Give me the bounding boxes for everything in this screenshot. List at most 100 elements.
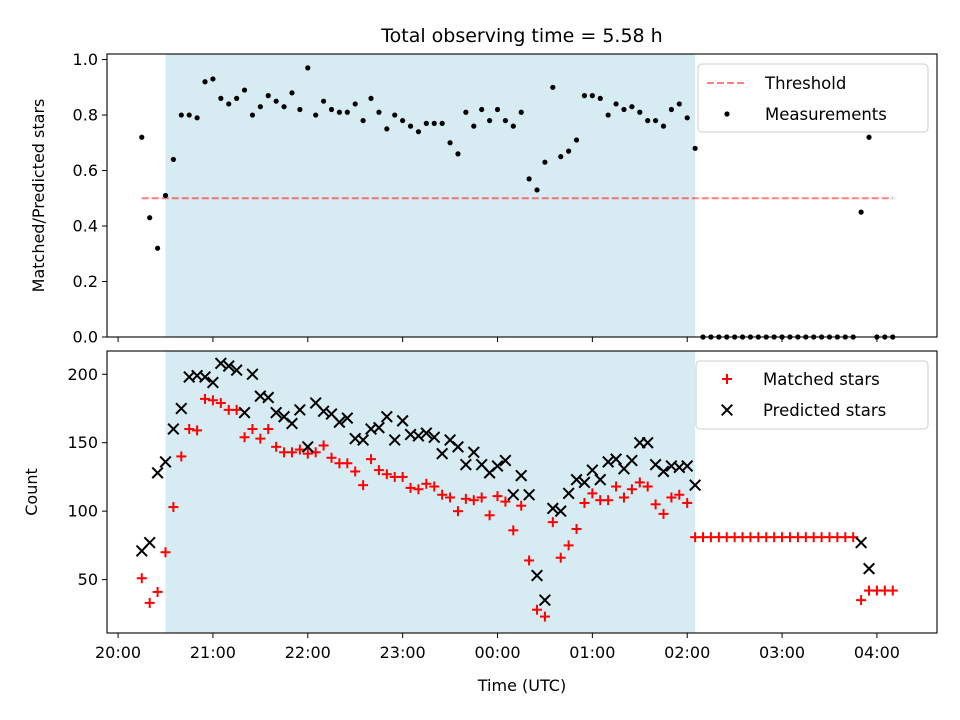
predicted-point [301,440,314,453]
predicted-point [388,433,401,446]
measurement-point [652,117,659,124]
x-marker-b [396,414,409,427]
matched-point [405,482,416,493]
matched-point [887,585,898,596]
x-tick-label: 04:00 [854,643,900,662]
predicted-point [586,464,599,477]
measurement-point [431,120,437,126]
measurement-point [518,109,524,115]
measurement-point [407,123,414,129]
x-tick-label: 21:00 [190,643,236,662]
predicted-point [562,487,575,500]
predicted-point [175,402,188,415]
measurement-point [154,245,161,251]
matched-point [184,424,195,435]
measurement-point [692,145,698,151]
matched-point [200,393,211,404]
bottom-y-axis-label: Count [22,468,41,516]
measurement-point [645,117,651,124]
measurement-point [392,112,398,118]
x-tick-label: 02:00 [664,643,710,662]
measurement-point [613,101,619,107]
predicted-point [863,562,876,575]
predicted-point [159,455,172,468]
matched-point [207,395,218,406]
predicted-point [420,427,433,440]
predicted-point [531,569,544,582]
matched-point [302,448,313,459]
x-marker-b [570,473,583,486]
measurement-point [463,109,469,115]
y-tick-label: 0.2 [73,272,98,291]
matched-point [350,466,361,477]
legend-label-measurements: Measurements [765,105,887,124]
x-marker-b [293,403,306,416]
predicted-point [341,412,354,425]
predicted-point [167,423,180,436]
x-marker-b [412,429,425,442]
matched-stars-series [136,393,898,622]
bottom-highlight-span [165,351,696,633]
x-marker-b [586,464,599,477]
x-marker-b [199,371,212,384]
x-marker-b [649,458,662,471]
x-tick-label: 23:00 [380,643,426,662]
x-marker-b [206,376,219,389]
predicted-point [262,391,275,404]
matched-point [611,481,622,492]
matched-point [176,451,187,462]
x-marker-b [444,433,457,446]
matched-point [484,510,495,521]
bottom-axes-frame [106,350,938,634]
predicted-point [855,536,868,549]
predicted-point [602,455,615,468]
x-marker-b [491,459,504,472]
measurement-point [447,140,453,146]
matched-point [563,540,574,551]
measurement-point [581,93,588,99]
x-marker-b [420,427,433,440]
predicted-point [689,479,702,492]
measurement-point [455,151,461,157]
predicted-point [451,440,464,453]
measurement-point [320,98,327,104]
predicted-point [222,360,235,373]
matched-point [571,523,582,534]
matched-point [634,477,645,488]
legend-label-predicted: Predicted stars [763,401,886,420]
x-tick-label: 03:00 [759,643,805,662]
top-axes-frame [106,53,938,338]
predicted-point [538,594,551,607]
predicted-point [206,376,219,389]
measurement-point [858,209,864,215]
predicted-point [357,433,370,446]
predicted-point [380,410,393,423]
measurement-point [684,115,690,121]
legend-swatch-measurements [724,111,730,117]
measurement-point [510,123,516,129]
matched-point [492,491,503,502]
matched-point [421,478,432,489]
matched-point [682,497,693,508]
measurement-point [423,120,429,126]
bottom-legend-box [695,360,929,430]
measurement-point [486,117,493,124]
x-marker-b [523,488,536,501]
x-marker-b [641,436,654,449]
x-marker-b [222,360,235,373]
matched-point [547,517,558,528]
legend-label-threshold: Threshold [764,74,846,93]
x-marker-b [499,454,512,467]
predicted-point [499,454,512,467]
predicted-point [396,414,409,427]
predicted-point [285,417,298,430]
measurement-point [550,84,556,90]
measurement-point [589,93,595,99]
x-marker-b [863,562,876,575]
matched-point [674,489,685,500]
predicted-point [199,371,212,384]
predicted-point [372,421,385,434]
x-marker-b [538,594,551,607]
x-marker-b [546,502,559,515]
matched-point [215,398,226,409]
